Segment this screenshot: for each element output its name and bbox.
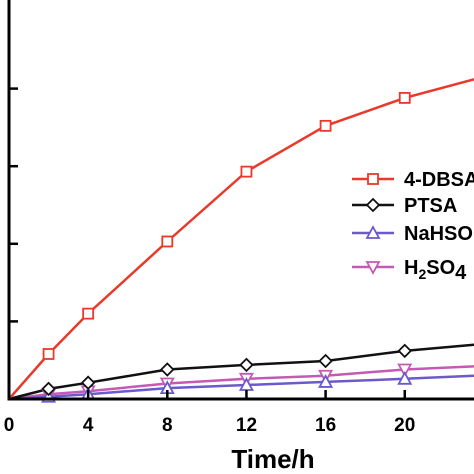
data-point-2-6 — [397, 370, 413, 385]
x-tick-label-1: 4 — [83, 415, 94, 436]
data-point-1-5 — [318, 353, 333, 369]
legend-label-0: 4-DBSA — [404, 169, 474, 191]
series-line-1 — [8, 343, 474, 401]
x-tick-label-2: 8 — [162, 415, 173, 436]
legend-label-1: PTSA — [404, 195, 457, 217]
data-point-1-1 — [41, 381, 56, 397]
x-tick-label-4: 16 — [315, 415, 336, 436]
legend-label-3: H2SO4 — [404, 257, 467, 284]
series-line-3 — [8, 365, 474, 401]
ticks — [7, 87, 406, 401]
series-line-2 — [8, 374, 474, 401]
legend-marker-1 — [365, 197, 381, 213]
data-point-0-2 — [82, 307, 95, 320]
data-point-0-3 — [161, 235, 174, 248]
data-point-1-4 — [239, 357, 254, 373]
legend: 4-DBSA PTSA NaHSO H2SO4 — [352, 169, 474, 284]
data-point-3-6 — [397, 363, 413, 378]
data-point-1-2 — [80, 375, 96, 390]
legend-marker-3 — [365, 261, 381, 275]
data-point-0-6 — [398, 92, 411, 104]
legend-marker-0 — [367, 173, 379, 185]
data-point-1-3 — [160, 362, 175, 377]
plot-lines — [8, 78, 474, 401]
data-point-0-5 — [319, 119, 332, 132]
x-tick-label-3: 12 — [236, 415, 257, 436]
data-point-1-6 — [397, 343, 413, 359]
legend-marker-2 — [365, 225, 381, 239]
legend-label-2: NaHSO — [404, 223, 473, 245]
axes — [7, 0, 474, 401]
series-line-0 — [8, 78, 474, 400]
x-axis-title: Time/h — [231, 444, 314, 474]
data-point-2-5 — [318, 374, 334, 388]
data-point-0-4 — [240, 165, 253, 178]
x-tick-label-0: 0 — [4, 415, 15, 436]
data-point-0-1 — [42, 348, 55, 360]
x-tick-labels: 0 4 8 12 16 20 — [4, 415, 416, 436]
plot-markers — [41, 92, 413, 403]
x-tick-label-5: 20 — [394, 415, 415, 436]
